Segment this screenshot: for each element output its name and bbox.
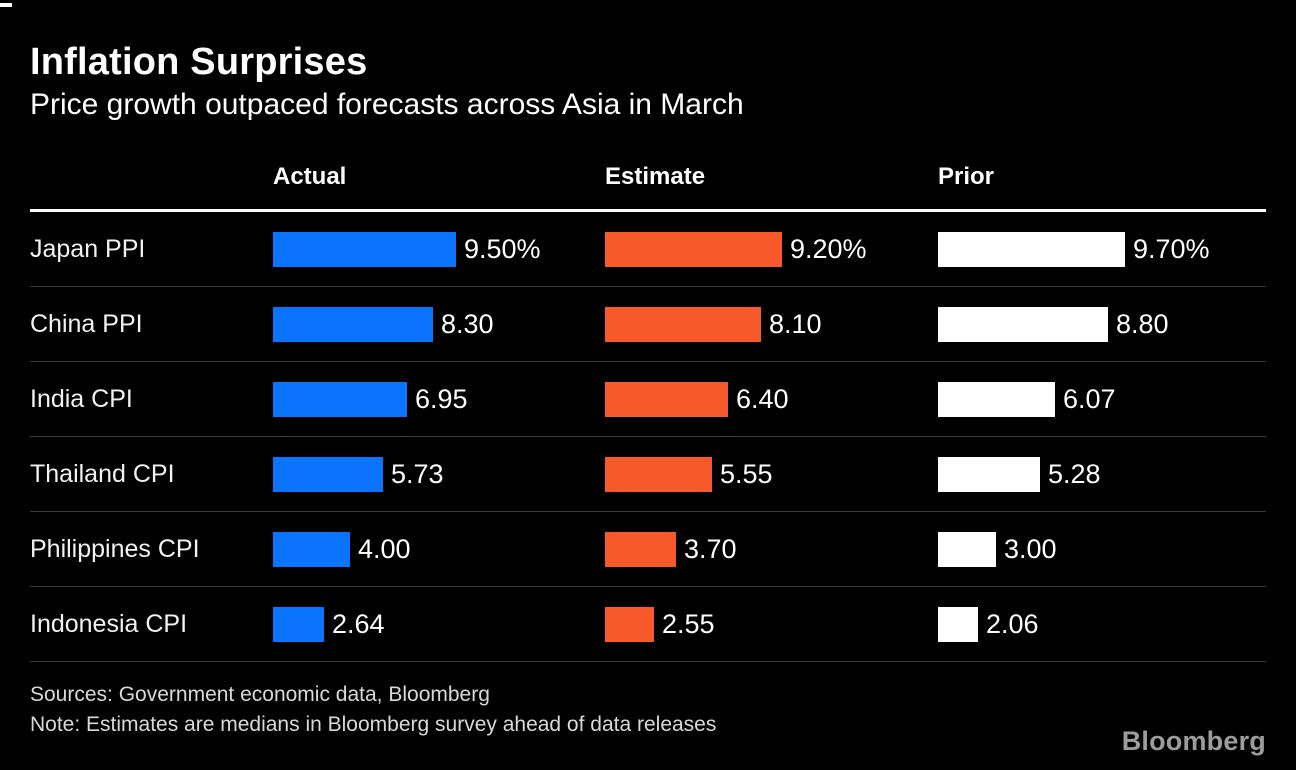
column-header-spacer	[30, 191, 273, 209]
estimate-value: 6.40	[736, 383, 789, 414]
column-header-row: Actual Estimate Prior	[30, 150, 1266, 209]
bar-cell-estimate: 2.55	[605, 587, 938, 661]
bar-cell-prior: 2.06	[938, 587, 1266, 661]
table-row: Thailand CPI 5.73 5.55 5.28	[30, 437, 1266, 512]
bar-cell-estimate: 8.10	[605, 287, 938, 361]
bar-cell-actual: 4.00	[273, 512, 605, 586]
bar-cell-prior: 9.70%	[938, 212, 1266, 286]
prior-value: 9.70%	[1133, 233, 1210, 264]
footer: Sources: Government economic data, Bloom…	[30, 680, 716, 740]
estimate-bar	[605, 231, 782, 267]
actual-value: 6.95	[415, 383, 468, 414]
table-row: Indonesia CPI 2.64 2.55 2.06	[30, 587, 1266, 662]
bar-cell-actual: 2.64	[273, 587, 605, 661]
table-row: India CPI 6.95 6.40 6.07	[30, 362, 1266, 437]
actual-value: 2.64	[332, 608, 385, 639]
bar-cell-actual: 6.95	[273, 362, 605, 436]
prior-value: 5.28	[1048, 458, 1101, 489]
chart-title: Inflation Surprises	[30, 41, 368, 83]
table-row: China PPI 8.30 8.10 8.80	[30, 287, 1266, 362]
bar-cell-actual: 5.73	[273, 437, 605, 511]
prior-bar	[938, 456, 1040, 492]
actual-bar	[273, 231, 456, 267]
row-label: India CPI	[30, 384, 133, 413]
row-label: Philippines CPI	[30, 534, 200, 563]
corner-artifact	[0, 3, 12, 7]
row-label: Thailand CPI	[30, 459, 175, 488]
actual-bar	[273, 456, 383, 492]
prior-bar	[938, 531, 996, 567]
row-label: China PPI	[30, 309, 143, 338]
prior-bar	[938, 381, 1055, 417]
bar-cell-prior: 3.00	[938, 512, 1266, 586]
estimate-value: 5.55	[720, 458, 773, 489]
estimate-bar	[605, 606, 654, 642]
row-label: Indonesia CPI	[30, 609, 188, 638]
actual-bar	[273, 531, 350, 567]
prior-value: 6.07	[1063, 383, 1116, 414]
data-table: Actual Estimate Prior Japan PPI 9.50% 9.…	[30, 150, 1266, 662]
bar-cell-actual: 9.50%	[273, 212, 605, 286]
estimate-bar	[605, 456, 712, 492]
estimate-value: 9.20%	[790, 233, 867, 264]
actual-bar	[273, 606, 324, 642]
estimate-value: 2.55	[662, 608, 715, 639]
column-header-prior: Prior	[938, 163, 995, 190]
actual-value: 5.73	[391, 458, 444, 489]
actual-value: 4.00	[358, 533, 411, 564]
bar-cell-actual: 8.30	[273, 287, 605, 361]
actual-value: 9.50%	[464, 233, 541, 264]
bar-cell-estimate: 3.70	[605, 512, 938, 586]
actual-bar	[273, 381, 407, 417]
actual-bar	[273, 306, 433, 342]
bar-cell-estimate: 9.20%	[605, 212, 938, 286]
bar-cell-prior: 6.07	[938, 362, 1266, 436]
chart-subtitle: Price growth outpaced forecasts across A…	[30, 88, 744, 121]
row-label: Japan PPI	[30, 234, 146, 263]
prior-value: 3.00	[1004, 533, 1057, 564]
prior-bar	[938, 606, 978, 642]
column-header-actual: Actual	[273, 163, 347, 190]
estimate-bar	[605, 531, 676, 567]
bloomberg-logo: Bloomberg	[1121, 726, 1266, 756]
bar-cell-estimate: 5.55	[605, 437, 938, 511]
estimate-value: 3.70	[684, 533, 737, 564]
note-line: Note: Estimates are medians in Bloomberg…	[30, 713, 717, 736]
bar-cell-prior: 5.28	[938, 437, 1266, 511]
table-row: Philippines CPI 4.00 3.70 3.00	[30, 512, 1266, 587]
prior-bar	[938, 306, 1108, 342]
estimate-bar	[605, 306, 761, 342]
estimate-value: 8.10	[769, 308, 822, 339]
column-header-estimate: Estimate	[605, 163, 706, 190]
table-body: Japan PPI 9.50% 9.20% 9.70% China PPI 8.…	[30, 212, 1266, 662]
sources-line: Sources: Government economic data, Bloom…	[30, 683, 490, 706]
table-row: Japan PPI 9.50% 9.20% 9.70%	[30, 212, 1266, 287]
header-rule	[30, 209, 1266, 212]
bar-cell-prior: 8.80	[938, 287, 1266, 361]
prior-value: 8.80	[1116, 308, 1169, 339]
bar-cell-estimate: 6.40	[605, 362, 938, 436]
actual-value: 8.30	[441, 308, 494, 339]
prior-value: 2.06	[986, 608, 1039, 639]
estimate-bar	[605, 381, 728, 417]
prior-bar	[938, 231, 1125, 267]
